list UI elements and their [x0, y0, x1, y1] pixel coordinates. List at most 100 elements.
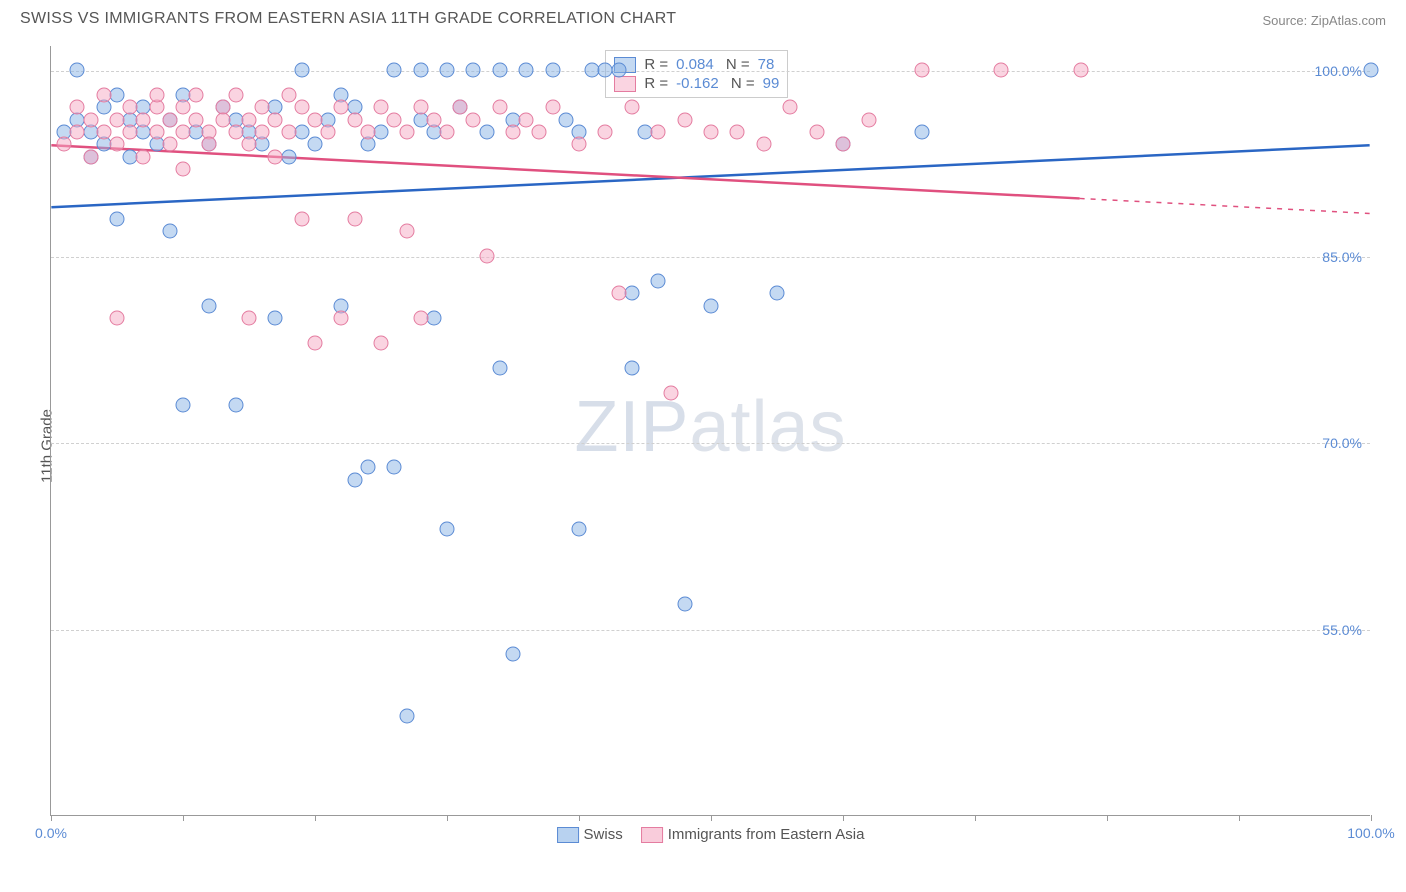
data-point-easia [506, 124, 521, 139]
data-point-easia [994, 62, 1009, 77]
data-point-easia [268, 112, 283, 127]
data-point-swiss [110, 87, 125, 102]
xtick [1371, 815, 1372, 821]
data-point-swiss [202, 298, 217, 313]
data-point-easia [242, 137, 257, 152]
ytick-label: 70.0% [1322, 435, 1362, 451]
data-point-easia [387, 112, 402, 127]
data-point-easia [96, 124, 111, 139]
data-point-easia [70, 124, 85, 139]
data-point-easia [57, 137, 72, 152]
data-point-easia [176, 162, 191, 177]
data-point-easia [347, 211, 362, 226]
data-point-swiss [268, 311, 283, 326]
data-point-easia [123, 100, 138, 115]
data-point-easia [862, 112, 877, 127]
data-point-easia [664, 385, 679, 400]
stat-r-value: -0.162 [676, 75, 719, 92]
data-point-easia [123, 124, 138, 139]
data-point-swiss [308, 137, 323, 152]
data-point-easia [809, 124, 824, 139]
data-point-swiss [426, 311, 441, 326]
data-point-easia [228, 124, 243, 139]
data-point-swiss [294, 124, 309, 139]
series-legend: Swiss Immigrants from Eastern Asia [557, 826, 865, 843]
data-point-easia [1073, 62, 1088, 77]
data-point-easia [400, 124, 415, 139]
legend-swatch [557, 827, 579, 843]
data-point-easia [334, 311, 349, 326]
xtick [183, 815, 184, 821]
stats-row-easia: R =-0.162 N =99 [614, 74, 779, 93]
xtick-label: 100.0% [1347, 825, 1394, 841]
data-point-swiss [440, 522, 455, 537]
data-point-easia [308, 112, 323, 127]
data-point-swiss [374, 124, 389, 139]
data-point-easia [453, 100, 468, 115]
data-point-easia [136, 149, 151, 164]
data-point-swiss [294, 62, 309, 77]
data-point-easia [294, 211, 309, 226]
gridline [51, 443, 1370, 444]
data-point-easia [149, 87, 164, 102]
data-point-swiss [387, 62, 402, 77]
legend-swatch-easia [614, 76, 636, 92]
legend-label: Swiss [584, 826, 623, 843]
xtick-label: 0.0% [35, 825, 67, 841]
data-point-easia [281, 87, 296, 102]
data-point-easia [611, 286, 626, 301]
xtick [315, 815, 316, 821]
data-point-easia [915, 62, 930, 77]
data-point-easia [294, 100, 309, 115]
xtick [1107, 815, 1108, 821]
data-point-easia [110, 311, 125, 326]
data-point-easia [532, 124, 547, 139]
ytick-label: 55.0% [1322, 622, 1362, 638]
xtick [447, 815, 448, 821]
data-point-easia [440, 124, 455, 139]
data-point-swiss [770, 286, 785, 301]
data-point-easia [413, 100, 428, 115]
data-point-easia [400, 224, 415, 239]
data-point-swiss [281, 149, 296, 164]
legend-item: Immigrants from Eastern Asia [641, 826, 865, 843]
data-point-swiss [506, 646, 521, 661]
data-point-swiss [519, 62, 534, 77]
data-point-swiss [558, 112, 573, 127]
correlation-stats-box: R =0.084 N =78R =-0.162 N =99 [605, 50, 788, 98]
data-point-easia [83, 112, 98, 127]
xtick [579, 815, 580, 821]
data-point-easia [281, 124, 296, 139]
data-point-swiss [915, 124, 930, 139]
data-point-swiss [611, 62, 626, 77]
trend-lines-layer [51, 46, 1370, 815]
data-point-easia [162, 112, 177, 127]
data-point-easia [413, 311, 428, 326]
data-point-easia [110, 112, 125, 127]
data-point-easia [228, 87, 243, 102]
data-point-easia [96, 87, 111, 102]
data-point-swiss [479, 124, 494, 139]
data-point-easia [242, 112, 257, 127]
legend-item: Swiss [557, 826, 623, 843]
data-point-swiss [162, 224, 177, 239]
chart-title: SWISS VS IMMIGRANTS FROM EASTERN ASIA 11… [20, 10, 676, 28]
data-point-swiss [677, 596, 692, 611]
data-point-easia [110, 137, 125, 152]
legend-label: Immigrants from Eastern Asia [668, 826, 865, 843]
data-point-easia [347, 112, 362, 127]
data-point-easia [783, 100, 798, 115]
data-point-easia [704, 124, 719, 139]
data-point-swiss [228, 398, 243, 413]
data-point-easia [321, 124, 336, 139]
data-point-swiss [1364, 62, 1379, 77]
xtick [51, 815, 52, 821]
stat-r-label: R = [644, 75, 668, 92]
data-point-easia [466, 112, 481, 127]
data-point-easia [215, 112, 230, 127]
data-point-easia [426, 112, 441, 127]
data-point-easia [730, 124, 745, 139]
data-point-swiss [413, 62, 428, 77]
gridline [51, 257, 1370, 258]
data-point-easia [545, 100, 560, 115]
